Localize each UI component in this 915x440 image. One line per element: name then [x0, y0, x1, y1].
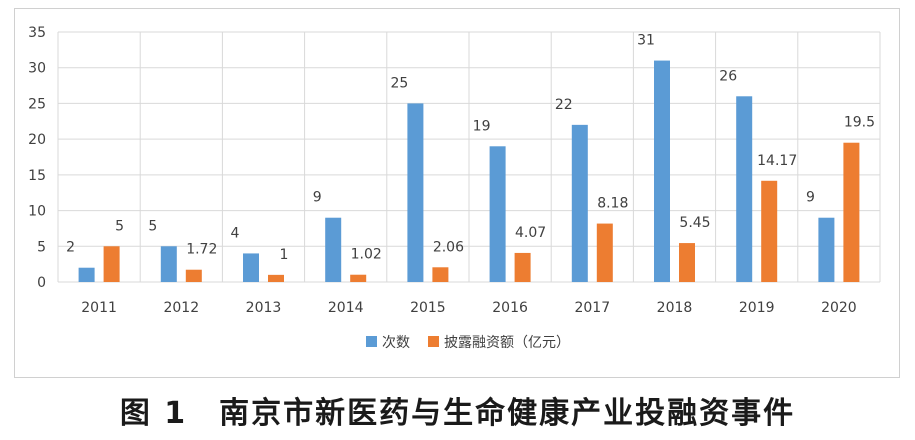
legend-swatch-count	[366, 336, 377, 347]
x-tick-label: 2014	[328, 300, 364, 316]
bar-amount	[843, 142, 860, 282]
data-label-amount: 5	[115, 218, 124, 234]
x-tick-label: 2019	[739, 300, 775, 316]
bar-count	[407, 103, 424, 282]
bar-count	[160, 246, 177, 282]
chart-frame	[14, 8, 900, 378]
y-tick-label: 35	[28, 25, 46, 41]
bar-amount	[350, 274, 367, 282]
data-label-amount: 5.45	[679, 215, 710, 231]
bar-count	[736, 96, 753, 283]
data-label-amount: 1.02	[351, 247, 382, 263]
x-tick-label: 2012	[163, 300, 199, 316]
bar-count	[325, 217, 342, 282]
bar-amount	[268, 274, 284, 282]
data-label-amount: 1.72	[186, 242, 217, 258]
data-label-count: 22	[555, 97, 573, 113]
bar-amount	[185, 269, 202, 282]
bar-count	[654, 60, 670, 283]
bar-amount	[514, 252, 531, 282]
figure-caption: 图 1 南京市新医药与生命健康产业投融资事件	[119, 396, 796, 431]
data-label-count: 25	[390, 75, 408, 91]
y-tick-label: 5	[37, 239, 46, 255]
legend-label-amount: 披露融资额（亿元）	[444, 335, 570, 351]
data-label-amount: 1	[280, 247, 289, 263]
data-label-amount: 4.07	[515, 225, 546, 241]
data-label-count: 4	[231, 225, 240, 241]
data-label-amount: 14.17	[757, 153, 797, 169]
x-tick-label: 2018	[657, 300, 693, 316]
data-label-count: 9	[806, 190, 815, 206]
y-tick-label: 10	[28, 204, 46, 220]
y-tick-label: 25	[28, 96, 46, 112]
legend-label-count: 次数	[382, 335, 410, 351]
bar-amount	[596, 223, 613, 282]
bar-count	[78, 267, 95, 282]
data-label-count: 2	[66, 240, 75, 256]
bar-amount	[679, 243, 695, 282]
x-tick-label: 2013	[246, 300, 282, 316]
bar-count	[571, 124, 588, 282]
bar-count	[818, 217, 835, 282]
data-label-amount: 2.06	[433, 239, 464, 255]
data-label-amount: 8.18	[597, 196, 628, 212]
bar-count	[489, 146, 506, 282]
x-tick-label: 2015	[410, 300, 446, 316]
x-tick-label: 2011	[81, 300, 117, 316]
y-tick-label: 30	[28, 61, 46, 77]
bar-amount	[761, 180, 778, 282]
y-tick-label: 0	[37, 275, 46, 291]
data-label-count: 26	[719, 68, 737, 84]
x-tick-label: 2020	[821, 300, 857, 316]
data-label-count: 5	[148, 218, 157, 234]
data-label-count: 9	[313, 190, 322, 206]
bar-amount	[103, 246, 120, 282]
y-tick-label: 15	[28, 168, 46, 184]
bar-amount	[432, 267, 449, 282]
data-label-count: 31	[637, 33, 655, 49]
legend-swatch-amount	[428, 336, 439, 347]
y-tick-label: 20	[28, 132, 46, 148]
bar-count	[243, 253, 259, 282]
data-label-count: 19	[473, 118, 491, 134]
x-tick-label: 2017	[574, 300, 610, 316]
data-label-amount: 19.5	[844, 115, 875, 131]
x-tick-label: 2016	[492, 300, 528, 316]
